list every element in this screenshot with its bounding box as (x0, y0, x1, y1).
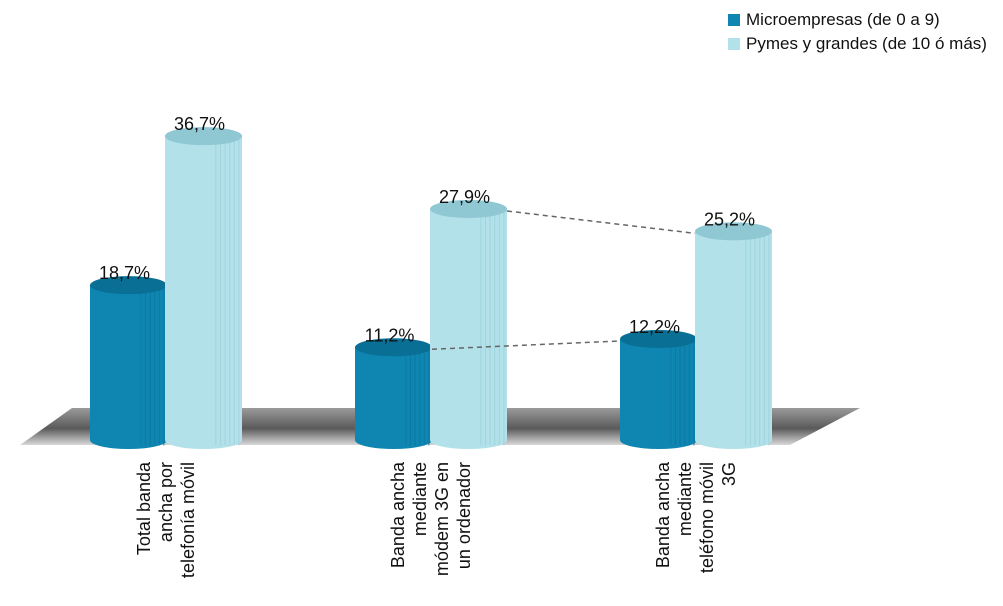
legend-swatch-micro (728, 14, 740, 26)
bar-micro-1 (90, 276, 167, 449)
category-labels-layer: Total banda ancha por telefonía móvil Banda… (134, 461, 739, 578)
legend-label-pymes: Pymes y grandes (de 10 ó más) (746, 34, 987, 53)
data-label-micro-3: 12,2% (629, 317, 680, 337)
bar-pymes-1 (165, 127, 242, 449)
category-label-1: Total banda ancha por telefonía móvil (134, 461, 198, 578)
data-label-micro-1: 18,7% (99, 263, 150, 283)
connector-line-micro (431, 340, 621, 351)
legend-item-micro: Microempresas (de 0 a 9) (728, 8, 987, 32)
category-label-3: Banda ancha mediante teléfono móvil 3G (653, 461, 739, 573)
data-label-pymes-2: 27,9% (439, 187, 490, 207)
bar-micro-2 (355, 338, 432, 449)
data-labels-layer: 18,7% 36,7% 11,2% 27,9% 12,2% 25,2% (99, 114, 755, 345)
connector-line-pymes (506, 210, 696, 235)
data-label-pymes-1: 36,7% (174, 114, 225, 134)
data-label-pymes-3: 25,2% (704, 209, 755, 229)
legend-label-micro: Microempresas (de 0 a 9) (746, 10, 940, 29)
bar-pymes-3 (695, 222, 772, 449)
bar-pymes-2 (430, 199, 507, 449)
legend: Microempresas (de 0 a 9) Pymes y grandes… (728, 8, 987, 56)
bars-layer (90, 127, 772, 449)
legend-item-pymes: Pymes y grandes (de 10 ó más) (728, 32, 987, 56)
legend-swatch-pymes (728, 38, 740, 50)
bar-micro-3 (620, 329, 697, 449)
category-label-2: Banda ancha mediante módem 3G en un ordenad… (388, 461, 474, 576)
data-label-micro-2: 11,2% (365, 325, 415, 345)
connector-lines (431, 210, 696, 351)
